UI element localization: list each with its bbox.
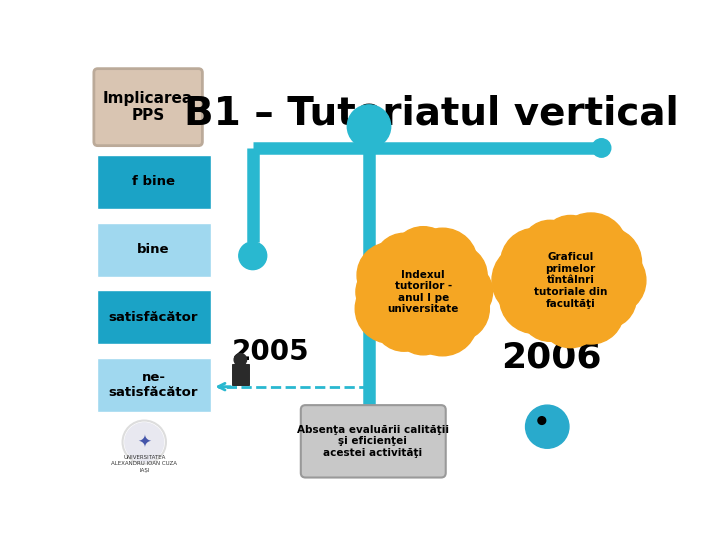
Circle shape xyxy=(356,264,414,321)
FancyBboxPatch shape xyxy=(97,291,211,345)
FancyBboxPatch shape xyxy=(97,155,211,209)
Circle shape xyxy=(352,441,386,475)
Circle shape xyxy=(538,417,546,424)
Text: Graficul
primelor
tîntâlnri
tutoriale din
facultăţi: Graficul primelor tîntâlnri tutoriale di… xyxy=(534,252,607,308)
Circle shape xyxy=(394,296,453,355)
Text: bine: bine xyxy=(138,243,170,256)
Circle shape xyxy=(431,261,492,322)
Circle shape xyxy=(558,279,624,344)
Text: UNIVERSITATEA
ALEXANDRU IOAN CUZA
IAȘI: UNIVERSITATEA ALEXANDRU IOAN CUZA IAȘI xyxy=(112,455,177,472)
Text: f bine: f bine xyxy=(132,176,175,188)
Circle shape xyxy=(492,243,567,318)
Text: B1 – Tutoriatul vertical: B1 – Tutoriatul vertical xyxy=(184,94,678,132)
Circle shape xyxy=(355,274,425,343)
Circle shape xyxy=(575,268,636,328)
Circle shape xyxy=(526,405,569,448)
Text: 2006: 2006 xyxy=(500,340,601,374)
FancyBboxPatch shape xyxy=(301,405,446,477)
Text: ne-
satisfăcător: ne- satisfăcător xyxy=(109,371,198,399)
Text: Implicarea
PPS: Implicarea PPS xyxy=(103,91,193,123)
Circle shape xyxy=(593,139,611,157)
Circle shape xyxy=(426,245,487,306)
Circle shape xyxy=(520,281,580,341)
FancyBboxPatch shape xyxy=(94,69,202,146)
Circle shape xyxy=(347,105,391,148)
Text: Indexul
tutorilor -
anul I pe
universitate: Indexul tutorilor - anul I pe universita… xyxy=(387,269,459,314)
Circle shape xyxy=(408,286,477,356)
Text: ✦: ✦ xyxy=(138,433,151,451)
Text: Absenţa evaluării calităţii
şi eficienţei
acestei activităţi: Absenţa evaluării calităţii şi eficienţe… xyxy=(297,425,449,458)
Circle shape xyxy=(234,354,246,366)
Circle shape xyxy=(539,285,602,348)
Circle shape xyxy=(374,233,434,293)
Circle shape xyxy=(408,228,477,298)
Circle shape xyxy=(541,215,600,274)
Circle shape xyxy=(500,263,571,334)
Ellipse shape xyxy=(528,248,613,312)
Circle shape xyxy=(125,423,163,461)
Text: satisfăcător: satisfăcător xyxy=(109,311,198,324)
FancyBboxPatch shape xyxy=(97,358,211,412)
Circle shape xyxy=(424,276,490,341)
Circle shape xyxy=(577,246,646,315)
Text: 2005: 2005 xyxy=(232,338,310,366)
Circle shape xyxy=(357,242,423,308)
Circle shape xyxy=(554,213,628,286)
Circle shape xyxy=(374,291,435,351)
Ellipse shape xyxy=(383,262,464,322)
FancyBboxPatch shape xyxy=(97,222,211,276)
Circle shape xyxy=(521,220,580,279)
FancyBboxPatch shape xyxy=(232,363,249,385)
Circle shape xyxy=(570,227,642,298)
Circle shape xyxy=(391,227,455,291)
Circle shape xyxy=(239,242,266,269)
Circle shape xyxy=(500,228,570,296)
